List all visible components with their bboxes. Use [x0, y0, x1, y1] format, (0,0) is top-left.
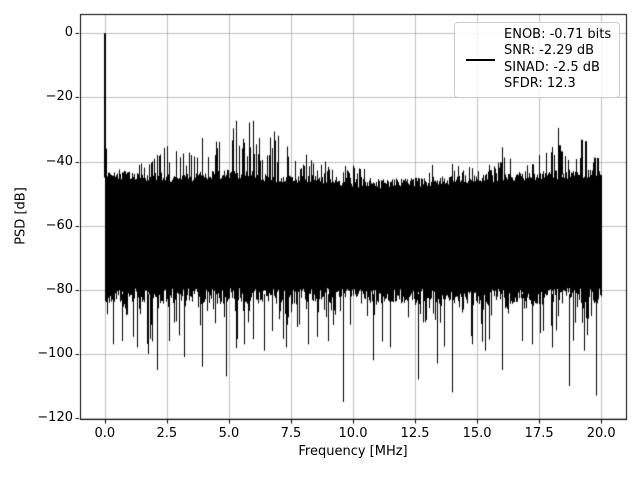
y-tick-label: −60: [45, 217, 73, 233]
x-tick-label: 12.5: [400, 426, 430, 441]
y-tick-label: −20: [45, 89, 73, 105]
x-tick-label: 0.0: [94, 426, 116, 441]
y-axis-label: PSD [dB]: [13, 187, 29, 245]
legend-enob-value: ENOB: -0.71 bits: [504, 27, 612, 42]
x-tick-label: 17.5: [524, 426, 554, 441]
legend-text-block: ENOB: -0.71 bits SNR: -2.29 dB SINAD: -2…: [504, 27, 611, 93]
x-axis-label: Frequency [MHz]: [298, 444, 408, 459]
legend-sinad-value: SINAD: -2.5 dB: [504, 59, 600, 75]
x-tick-label: 7.5: [280, 426, 302, 441]
legend-snr-value: SNR: -2.29 dB: [504, 43, 595, 59]
x-tick-label: 15.0: [462, 426, 492, 441]
y-tick-label: −120: [37, 410, 73, 426]
x-tick-label: 10.0: [338, 426, 368, 441]
legend-sfdr-value: SFDR: 12.3: [504, 76, 576, 92]
x-tick-label: 20.0: [586, 426, 616, 441]
x-tick-label: 5.0: [218, 426, 240, 441]
y-tick-label: −100: [37, 346, 73, 362]
y-tick-label: −80: [45, 281, 73, 297]
y-tick-label: 0: [64, 25, 73, 41]
x-tick-label: 2.5: [156, 426, 178, 441]
y-tick-label: −40: [45, 153, 73, 169]
legend: ENOB: -0.71 bits SNR: -2.29 dB SINAD: -2…: [454, 22, 621, 98]
psd-line-sample: [466, 58, 495, 61]
